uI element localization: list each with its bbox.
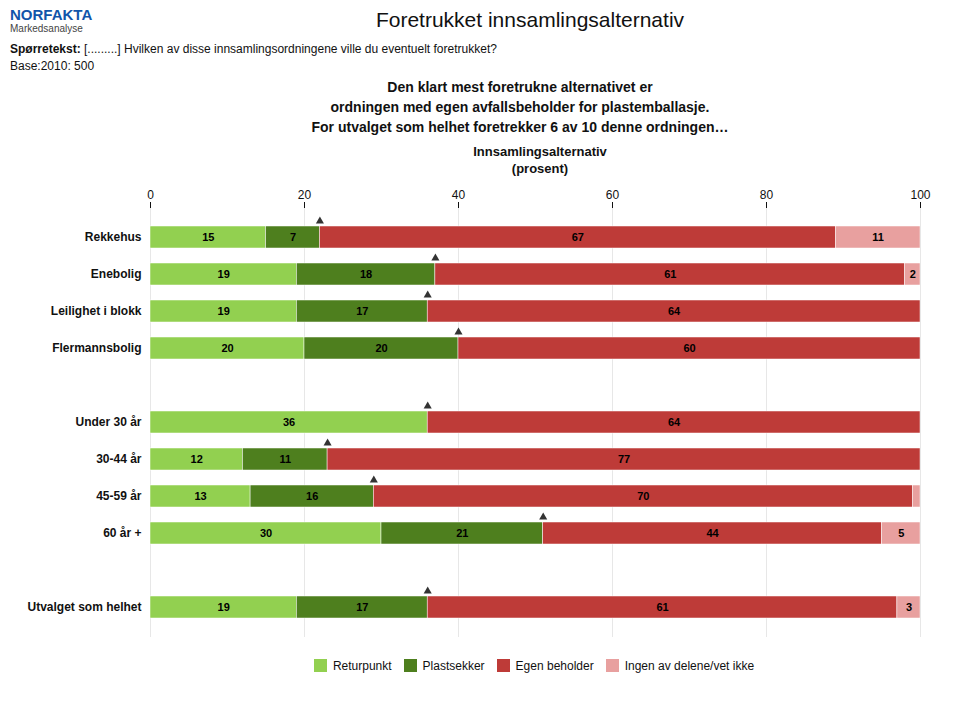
svg-text:19: 19 xyxy=(218,601,230,613)
html-text:Plastsekker: Plastsekker xyxy=(422,658,485,673)
svg-text:45-59 år: 45-59 år xyxy=(96,489,142,503)
svg-text:7: 7 xyxy=(290,231,296,243)
html-text:Egen beholder: Egen beholder xyxy=(515,658,594,673)
svg-text:20: 20 xyxy=(221,342,233,354)
svg-text:11: 11 xyxy=(872,231,884,243)
svg-text:64: 64 xyxy=(668,416,681,428)
html-text:Den klart mest foretrukne alte: Den klart mest foretrukne alternativet e… xyxy=(387,79,653,95)
svg-text:64: 64 xyxy=(668,305,681,317)
svg-text:Leilighet i blokk: Leilighet i blokk xyxy=(51,304,142,318)
svg-text:11: 11 xyxy=(279,453,291,465)
svg-text:Utvalget som helhet: Utvalget som helhet xyxy=(27,600,141,614)
svg-text:20: 20 xyxy=(375,342,387,354)
html-text:Ingen av delene/vet ikke: Ingen av delene/vet ikke xyxy=(624,658,755,673)
svg-text:19: 19 xyxy=(218,305,230,317)
svg-text:61: 61 xyxy=(656,601,668,613)
svg-text:21: 21 xyxy=(456,527,468,539)
html-text:Foretrukket innsamlingsalterna: Foretrukket innsamlingsalternativ xyxy=(375,8,685,31)
svg-text:30-44 år: 30-44 år xyxy=(96,452,142,466)
svg-text:36: 36 xyxy=(283,416,295,428)
html-text:ordningen med egen avfallsbeho: ordningen med egen avfallsbeholder for p… xyxy=(330,99,710,115)
svg-text:40: 40 xyxy=(452,188,466,202)
svg-text:0: 0 xyxy=(147,188,154,202)
svg-text:60: 60 xyxy=(683,342,695,354)
svg-text:77: 77 xyxy=(618,453,630,465)
svg-text:5: 5 xyxy=(898,527,904,539)
svg-text:Under 30 år: Under 30 år xyxy=(75,415,141,429)
svg-text:3: 3 xyxy=(906,601,912,613)
html-text:Innsamlingsalternativ (prosent: Innsamlingsalternativ (prosent) xyxy=(473,144,607,176)
svg-text:61: 61 xyxy=(664,268,676,280)
svg-text:Enebolig: Enebolig xyxy=(91,267,142,281)
svg-text:12: 12 xyxy=(191,453,203,465)
svg-text:Flermannsbolig: Flermannsbolig xyxy=(52,341,141,355)
svg-text:20: 20 xyxy=(298,188,312,202)
svg-text:30: 30 xyxy=(260,527,272,539)
svg-text:44: 44 xyxy=(706,527,719,539)
svg-text:Rekkehus: Rekkehus xyxy=(85,230,142,244)
svg-text:2: 2 xyxy=(910,268,916,280)
svg-text:13: 13 xyxy=(194,490,206,502)
html-text:NORFAKTA: NORFAKTA xyxy=(10,6,93,23)
html-text:For utvalget som helhet foretr: For utvalget som helhet foretrekker 6 av… xyxy=(311,119,729,135)
svg-text:60 år +: 60 år + xyxy=(103,526,141,540)
svg-text:19: 19 xyxy=(218,268,230,280)
svg-text:17: 17 xyxy=(356,305,368,317)
svg-text:18: 18 xyxy=(360,268,372,280)
html-text:Markedsanalyse: Markedsanalyse xyxy=(10,23,83,34)
html-text:Spørretekst: [.........] Hvilk: Spørretekst: [.........] Hvilken av diss… xyxy=(10,42,497,56)
svg-text:70: 70 xyxy=(637,490,649,502)
svg-text:100: 100 xyxy=(910,188,930,202)
html-text:Base:2010: 500: Base:2010: 500 xyxy=(10,59,95,73)
html-text:Returpunkt: Returpunkt xyxy=(332,658,392,673)
svg-text:17: 17 xyxy=(356,601,368,613)
svg-text:15: 15 xyxy=(202,231,214,243)
svg-text:80: 80 xyxy=(760,188,774,202)
svg-text:16: 16 xyxy=(306,490,318,502)
svg-text:60: 60 xyxy=(606,188,620,202)
svg-text:67: 67 xyxy=(572,231,584,243)
